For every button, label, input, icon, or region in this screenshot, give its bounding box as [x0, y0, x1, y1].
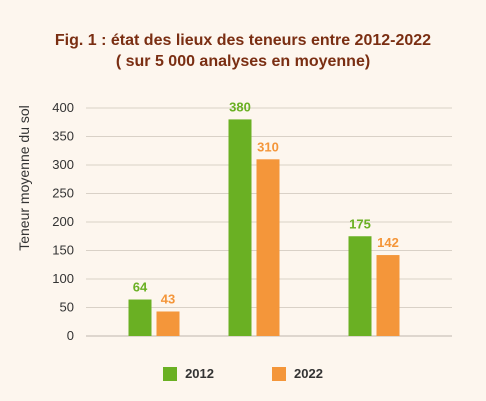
bar-2022-1	[256, 159, 280, 336]
legend-label-2022: 2022	[294, 366, 323, 381]
y-tick-label: 350	[52, 129, 74, 144]
bars	[128, 119, 400, 337]
y-tick-label: 400	[52, 100, 74, 115]
data-label-2022-1: 310	[257, 139, 279, 154]
chart-title-line-2: ( sur 5 000 analyses en moyenne)	[115, 53, 371, 70]
data-label-2022-2: 142	[377, 235, 399, 250]
y-tick-label: 50	[60, 300, 74, 315]
bar-2022-2	[376, 255, 400, 336]
data-label-2022-0: 43	[161, 291, 175, 306]
data-label-2012-1: 380	[229, 99, 251, 114]
y-tick-label: 200	[52, 214, 74, 229]
chart-title: Fig. 1 : état des lieux des teneurs entr…	[0, 30, 486, 72]
legend-label-2012: 2012	[185, 366, 214, 381]
chart-title-line-1: Fig. 1 : état des lieux des teneurs entr…	[54, 32, 432, 49]
legend-item-2012: 2012	[163, 366, 214, 381]
legend: 2012 2022	[0, 366, 486, 381]
legend-swatch-2012	[163, 366, 178, 381]
y-tick-label: 250	[52, 186, 74, 201]
y-tick-label: 0	[67, 328, 74, 343]
bar-2022-0	[156, 311, 180, 336]
legend-item-2022: 2022	[272, 366, 323, 381]
bar-2012-0	[128, 299, 152, 336]
legend-swatch-2022	[272, 366, 286, 381]
y-tick-label: 150	[52, 243, 74, 258]
data-labels: 64 43 380 310 175 142	[133, 99, 399, 306]
bar-2012-2	[348, 236, 372, 336]
data-label-2012-0: 64	[133, 280, 148, 295]
y-tick-label: 100	[52, 271, 74, 286]
bar-2012-1	[228, 119, 252, 337]
data-label-2012-2: 175	[349, 216, 371, 231]
y-axis-ticks: 0 50 100 150 200 250 300 350 400	[52, 100, 74, 343]
y-tick-label: 300	[52, 157, 74, 172]
